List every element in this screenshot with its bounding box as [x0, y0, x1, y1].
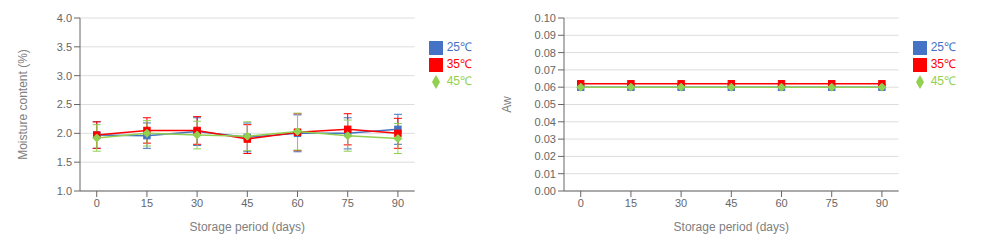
svg-text:45: 45 [725, 197, 737, 209]
svg-text:45: 45 [241, 197, 253, 209]
svg-text:Moisture content (%): Moisture content (%) [16, 49, 30, 160]
svg-text:0.10: 0.10 [535, 12, 556, 24]
svg-text:3.0: 3.0 [57, 70, 72, 82]
svg-text:3.5: 3.5 [57, 41, 72, 53]
svg-text:75: 75 [826, 197, 838, 209]
svg-text:30: 30 [191, 197, 203, 209]
svg-text:0.05: 0.05 [535, 98, 556, 110]
svg-text:90: 90 [876, 197, 888, 209]
svg-text:15: 15 [141, 197, 153, 209]
html-text:35℃: 35℃ [930, 57, 956, 71]
html-text:45℃: 45℃ [930, 74, 956, 88]
svg-text:0.03: 0.03 [535, 133, 556, 145]
svg-text:15: 15 [625, 197, 637, 209]
svg-text:0.09: 0.09 [535, 29, 556, 41]
svg-text:0: 0 [94, 197, 100, 209]
svg-text:0.06: 0.06 [535, 81, 556, 93]
html-text:25℃: 25℃ [930, 40, 956, 54]
svg-text:Storage period (days): Storage period (days) [190, 220, 305, 234]
svg-text:Storage period (days): Storage period (days) [674, 220, 789, 234]
svg-text:1.0: 1.0 [57, 185, 72, 197]
svg-text:30: 30 [675, 197, 687, 209]
svg-text:2.0: 2.0 [57, 127, 72, 139]
svg-text:0.07: 0.07 [535, 64, 556, 76]
svg-text:4.0: 4.0 [57, 12, 72, 24]
svg-text:1.5: 1.5 [57, 156, 72, 168]
svg-text:0.04: 0.04 [535, 116, 556, 128]
svg-text:Aw: Aw [500, 96, 514, 113]
svg-text:75: 75 [342, 197, 354, 209]
html-text:35℃: 35℃ [446, 57, 472, 71]
svg-text:0.01: 0.01 [535, 168, 556, 180]
svg-text:60: 60 [291, 197, 303, 209]
html-text:45℃: 45℃ [446, 74, 472, 88]
svg-text:0.00: 0.00 [535, 185, 556, 197]
svg-text:2.5: 2.5 [57, 98, 72, 110]
svg-text:0.02: 0.02 [535, 150, 556, 162]
svg-text:0: 0 [578, 197, 584, 209]
svg-text:0.08: 0.08 [535, 47, 556, 59]
html-text:25℃: 25℃ [446, 40, 472, 54]
svg-text:60: 60 [775, 197, 787, 209]
svg-text:90: 90 [392, 197, 404, 209]
